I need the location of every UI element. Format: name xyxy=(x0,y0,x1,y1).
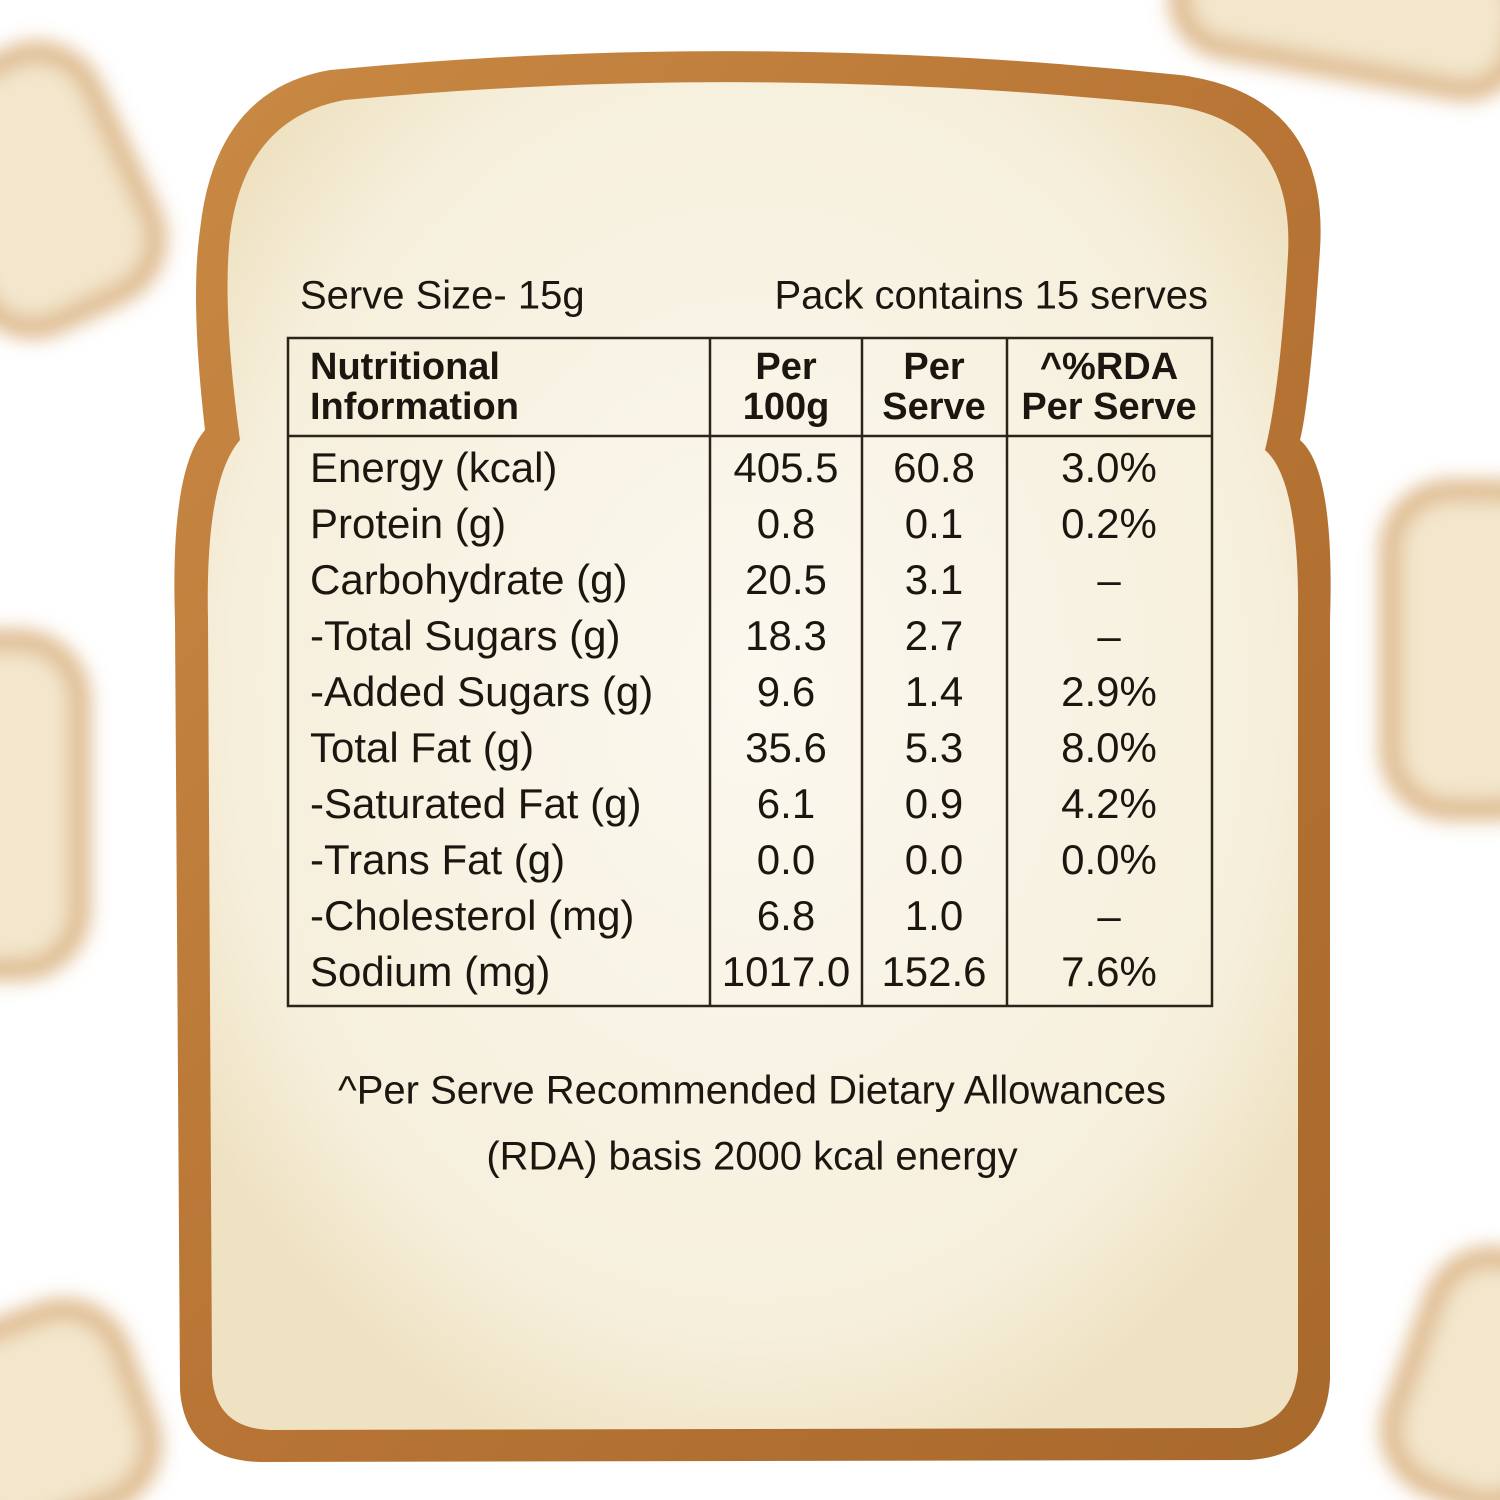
nutrient-value: 1.4 xyxy=(905,668,963,715)
nutrient-value: 1017.0 xyxy=(722,948,850,995)
nutrient-value: 2.9% xyxy=(1061,668,1157,715)
nutrient-value: 9.6 xyxy=(757,668,815,715)
nutrient-value: 3.0% xyxy=(1061,444,1157,491)
serve-size: Serve Size- 15g xyxy=(300,274,585,318)
pack-info: Pack contains 15 serves xyxy=(774,274,1208,318)
nutrient-value: 35.6 xyxy=(745,724,827,771)
nutrient-value: 4.2% xyxy=(1061,780,1157,827)
table-header: Serve xyxy=(882,386,986,428)
table-header: Information xyxy=(310,386,519,428)
nutrient-value: 2.7 xyxy=(905,612,963,659)
nutrient-value: 0.0 xyxy=(757,836,815,883)
table-header: 100g xyxy=(743,386,830,428)
bread-crumb xyxy=(207,82,1299,1430)
nutrient-value: 152.6 xyxy=(881,948,986,995)
nutrient-name: -Total Sugars (g) xyxy=(310,612,620,659)
nutrient-value: – xyxy=(1097,892,1121,939)
table-header: ^%RDA xyxy=(1040,346,1178,388)
nutrient-value: 18.3 xyxy=(745,612,827,659)
nutrient-value: 1.0 xyxy=(905,892,963,939)
nutrient-value: 0.0% xyxy=(1061,836,1157,883)
table-header: Per xyxy=(755,346,816,388)
nutrient-name: Sodium (mg) xyxy=(310,948,550,995)
nutrient-value: – xyxy=(1097,556,1121,603)
nutrient-name: Carbohydrate (g) xyxy=(310,556,627,603)
table-border xyxy=(286,336,1214,1008)
nutrient-value: 6.8 xyxy=(757,892,815,939)
table-header: Per xyxy=(903,346,964,388)
nutrient-value: 60.8 xyxy=(893,444,975,491)
nutrient-value: 8.0% xyxy=(1061,724,1157,771)
nutrient-value: 0.0 xyxy=(905,836,963,883)
nutrient-name: Total Fat (g) xyxy=(310,724,534,771)
nutrient-value: – xyxy=(1097,612,1121,659)
nutrient-value: 0.1 xyxy=(905,500,963,547)
nutrient-value: 6.1 xyxy=(757,780,815,827)
table-header: Nutritional xyxy=(310,346,500,388)
nutrient-value: 5.3 xyxy=(905,724,963,771)
nutrient-value: 0.2% xyxy=(1061,500,1157,547)
nutrient-value: 0.8 xyxy=(757,500,815,547)
nutrient-name: -Trans Fat (g) xyxy=(310,836,565,883)
table-header: Per Serve xyxy=(1021,386,1196,428)
nutrient-value: 7.6% xyxy=(1061,948,1157,995)
nutrient-name: Protein (g) xyxy=(310,500,506,547)
nutrient-name: -Saturated Fat (g) xyxy=(310,780,641,827)
nutrient-value: 3.1 xyxy=(905,556,963,603)
nutrient-value: 0.9 xyxy=(905,780,963,827)
footnote: ^Per Serve Recommended Dietary Allowance… xyxy=(338,1069,1166,1113)
footnote: (RDA) basis 2000 kcal energy xyxy=(486,1135,1017,1179)
nutrient-name: Energy (kcal) xyxy=(310,444,557,491)
nutrient-name: -Cholesterol (mg) xyxy=(310,892,634,939)
nutrient-value: 20.5 xyxy=(745,556,827,603)
nutrient-value: 405.5 xyxy=(733,444,838,491)
nutrient-name: -Added Sugars (g) xyxy=(310,668,653,715)
